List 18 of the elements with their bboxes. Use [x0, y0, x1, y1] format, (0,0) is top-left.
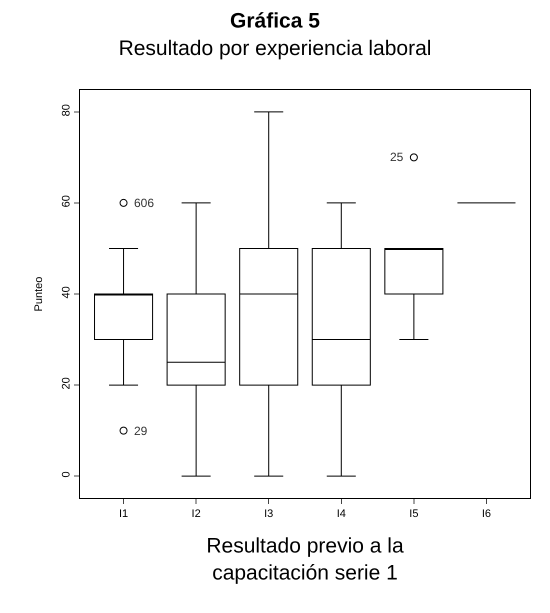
- x-tick-label: I5: [409, 508, 418, 520]
- y-tick-label: 0: [60, 471, 73, 478]
- y-tick-label: 80: [60, 104, 73, 116]
- y-tick-label: 40: [60, 286, 73, 298]
- chart-title: Gráfica 5: [230, 10, 320, 33]
- y-axis-title: Punteo: [33, 276, 46, 312]
- x-tick-label: I3: [264, 508, 274, 520]
- annotation: 606: [134, 196, 154, 210]
- x-tick-label: I4: [336, 508, 346, 520]
- y-tick-label: 60: [60, 195, 73, 208]
- x-tick-label: I1: [118, 508, 128, 520]
- x-tick-label: I2: [192, 508, 201, 520]
- chart-subtitle: Resultado por experiencia laboral: [118, 36, 432, 60]
- x-tick-label: I6: [482, 508, 492, 520]
- annotation: 29: [134, 424, 148, 438]
- annotation: 25: [390, 150, 404, 164]
- y-tick-label: 20: [60, 377, 73, 390]
- x-axis-title: Resultado previo a la capacitación serie 1: [206, 534, 404, 585]
